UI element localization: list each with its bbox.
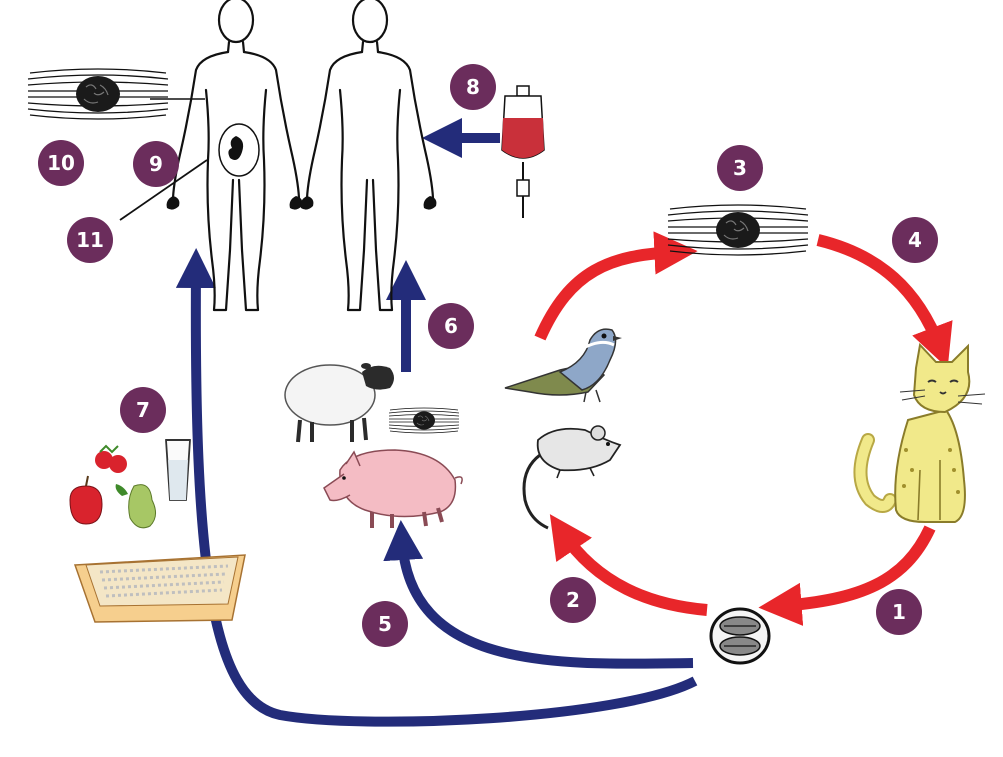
- badge-4: 4: [892, 217, 938, 263]
- badge-6: 6: [428, 303, 474, 349]
- muscle-cyst-icon: [27, 68, 169, 120]
- pointer-line-11: [119, 159, 208, 221]
- badge-11: 11: [67, 217, 113, 263]
- red-arrow-to-oocyst: [758, 525, 936, 626]
- fruit-icon: [69, 444, 156, 529]
- badge-8: 8: [450, 64, 496, 110]
- litter-box-icon: [73, 554, 246, 623]
- bird-icon: [504, 328, 622, 403]
- blue-arrow-to-livestock: [383, 520, 694, 669]
- water-glass-icon: [165, 439, 191, 501]
- badge-3: 3: [717, 145, 763, 191]
- red-arrow-to-rodent: [549, 514, 708, 616]
- oocyst-icon: [709, 607, 771, 665]
- muscle-cyst-icon: [388, 407, 460, 434]
- badge-2: 2: [550, 577, 596, 623]
- red-arrow-to-cyst: [534, 231, 698, 341]
- badge-1: 1: [876, 589, 922, 635]
- red-arrow-to-cat: [816, 234, 953, 369]
- badge-10: 10: [38, 140, 84, 186]
- human-left-icon: [166, 0, 303, 312]
- pig-icon: [323, 449, 463, 528]
- badge-9: 9: [133, 141, 179, 187]
- badge-7: 7: [120, 387, 166, 433]
- sheep-icon: [284, 363, 394, 443]
- muscle-cyst-icon: [667, 204, 809, 256]
- blue-arrow-to-human: [175, 248, 698, 727]
- mouse-icon: [522, 425, 622, 530]
- badge-5: 5: [362, 601, 408, 647]
- human-right-icon: [300, 0, 437, 312]
- blood-bag-icon: [501, 85, 545, 218]
- cat-icon: [853, 342, 986, 523]
